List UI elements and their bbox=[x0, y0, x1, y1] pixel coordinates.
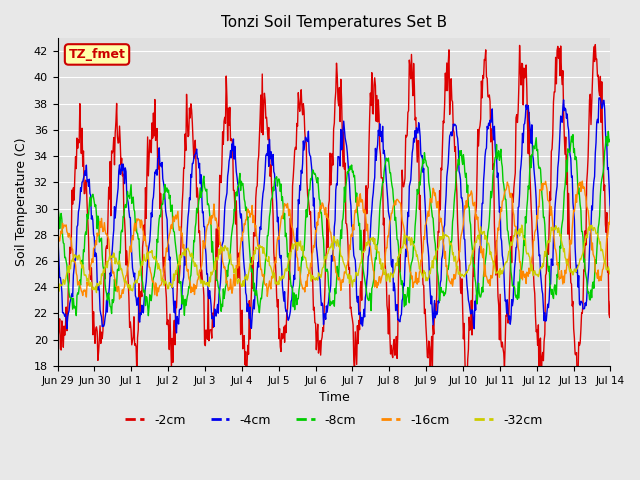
-2cm bbox=[591, 42, 599, 48]
Line: -8cm: -8cm bbox=[58, 132, 611, 316]
-32cm bbox=[607, 269, 614, 275]
-16cm bbox=[423, 217, 431, 223]
Line: -16cm: -16cm bbox=[58, 181, 611, 299]
-8cm bbox=[607, 136, 614, 142]
Line: -4cm: -4cm bbox=[58, 98, 611, 333]
-2cm bbox=[392, 347, 399, 352]
-2cm bbox=[423, 336, 431, 341]
-32cm bbox=[54, 287, 61, 292]
-4cm bbox=[118, 168, 126, 174]
Line: -32cm: -32cm bbox=[58, 225, 611, 293]
-8cm bbox=[221, 290, 228, 296]
Y-axis label: Soil Temperature (C): Soil Temperature (C) bbox=[15, 138, 28, 266]
-4cm bbox=[423, 226, 431, 231]
-4cm bbox=[173, 330, 180, 336]
-2cm bbox=[118, 173, 126, 179]
-32cm bbox=[119, 273, 127, 279]
-8cm bbox=[423, 163, 431, 168]
-2cm bbox=[248, 254, 256, 260]
-2cm bbox=[243, 397, 250, 403]
-8cm bbox=[118, 229, 126, 235]
-8cm bbox=[269, 184, 277, 190]
-32cm bbox=[269, 275, 277, 281]
-8cm bbox=[248, 266, 256, 272]
Line: -2cm: -2cm bbox=[58, 45, 611, 400]
-4cm bbox=[269, 152, 277, 157]
-2cm bbox=[220, 119, 228, 124]
-32cm bbox=[423, 275, 431, 280]
-8cm bbox=[392, 215, 399, 220]
-4cm bbox=[248, 313, 256, 319]
-8cm bbox=[604, 129, 612, 134]
-4cm bbox=[392, 308, 399, 313]
-4cm bbox=[221, 205, 228, 211]
-8cm bbox=[54, 199, 61, 205]
-4cm bbox=[607, 216, 614, 222]
-4cm bbox=[596, 95, 604, 101]
-32cm bbox=[248, 261, 256, 267]
-2cm bbox=[607, 299, 614, 304]
-32cm bbox=[93, 290, 100, 296]
-16cm bbox=[54, 240, 61, 246]
-32cm bbox=[518, 222, 525, 228]
-32cm bbox=[221, 243, 228, 249]
-16cm bbox=[116, 296, 124, 302]
-16cm bbox=[392, 202, 399, 208]
X-axis label: Time: Time bbox=[319, 391, 349, 404]
-16cm bbox=[119, 290, 127, 296]
-16cm bbox=[248, 203, 256, 208]
-16cm bbox=[607, 204, 614, 209]
-2cm bbox=[269, 211, 277, 217]
-4cm bbox=[54, 249, 61, 255]
Text: TZ_fmet: TZ_fmet bbox=[68, 48, 125, 61]
-16cm bbox=[579, 178, 586, 184]
-16cm bbox=[221, 264, 228, 270]
Title: Tonzi Soil Temperatures Set B: Tonzi Soil Temperatures Set B bbox=[221, 15, 447, 30]
-32cm bbox=[392, 261, 399, 267]
-16cm bbox=[269, 274, 277, 279]
-2cm bbox=[54, 315, 61, 321]
-8cm bbox=[145, 313, 152, 319]
Legend: -2cm, -4cm, -8cm, -16cm, -32cm: -2cm, -4cm, -8cm, -16cm, -32cm bbox=[120, 409, 548, 432]
